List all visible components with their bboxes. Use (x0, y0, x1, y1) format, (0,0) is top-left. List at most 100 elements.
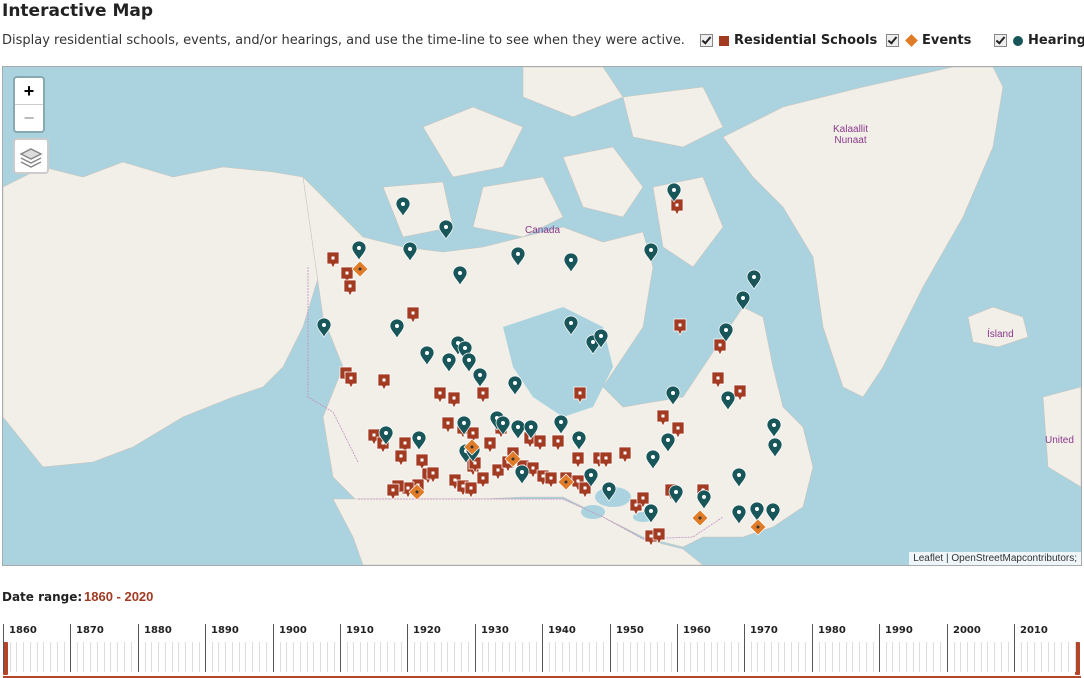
hearing-marker[interactable] (523, 419, 539, 440)
hearing-marker[interactable] (731, 504, 747, 525)
school-marker[interactable] (544, 471, 558, 489)
hearing-marker[interactable] (452, 265, 468, 286)
school-marker[interactable] (711, 371, 725, 389)
timeline-slider[interactable]: 1860 1870 1880 1890 1900 1910 1920 1930 1940 1950… (3, 624, 1081, 678)
school-marker[interactable] (652, 527, 666, 545)
zoom-out-button[interactable]: − (15, 104, 43, 131)
school-marker[interactable] (733, 384, 747, 402)
school-marker[interactable] (433, 386, 447, 404)
hearing-marker[interactable] (563, 252, 579, 273)
hearing-marker[interactable] (645, 449, 661, 470)
zoom-in-button[interactable]: + (23, 81, 35, 101)
legend-events[interactable]: Events (886, 33, 971, 48)
hearing-marker[interactable] (389, 318, 405, 339)
event-marker[interactable] (351, 260, 369, 278)
school-marker[interactable] (394, 449, 408, 467)
hearing-marker[interactable] (746, 269, 762, 290)
event-marker[interactable] (504, 450, 522, 468)
hearing-marker[interactable] (765, 502, 781, 523)
hearing-marker[interactable] (643, 242, 659, 263)
hearing-marker[interactable] (316, 317, 332, 338)
school-marker[interactable] (636, 491, 650, 509)
hearing-marker[interactable] (553, 414, 569, 435)
hearing-marker[interactable] (441, 352, 457, 373)
school-marker[interactable] (415, 453, 429, 471)
school-marker[interactable] (447, 391, 461, 409)
hearing-marker[interactable] (749, 501, 765, 522)
hearing-marker[interactable] (665, 385, 681, 406)
school-marker[interactable] (406, 306, 420, 324)
hearing-marker[interactable] (456, 415, 472, 436)
timeline-tick (427, 642, 429, 672)
event-marker[interactable] (463, 438, 481, 456)
hearing-marker[interactable] (402, 241, 418, 262)
hearing-marker[interactable] (593, 328, 609, 349)
legend-schools[interactable]: Residential Schools (700, 33, 877, 48)
hearing-marker[interactable] (563, 315, 579, 336)
legend-hearings[interactable]: Hearings (994, 33, 1084, 48)
event-marker[interactable] (749, 518, 767, 536)
hearing-marker[interactable] (411, 430, 427, 451)
school-marker[interactable] (571, 451, 585, 469)
timeline-decade-1940: 1940 (542, 624, 576, 672)
event-marker[interactable] (691, 509, 709, 527)
school-marker[interactable] (464, 481, 478, 499)
timeline-end-handle[interactable] (1075, 642, 1080, 675)
hearing-marker[interactable] (720, 390, 736, 411)
hearing-marker[interactable] (495, 415, 511, 436)
school-marker[interactable] (599, 451, 613, 469)
hearings-checkbox[interactable] (994, 34, 1007, 47)
hearing-marker[interactable] (351, 240, 367, 261)
hearing-marker[interactable] (583, 467, 599, 488)
school-marker[interactable] (426, 466, 440, 484)
hearing-marker[interactable] (461, 352, 477, 373)
school-marker[interactable] (476, 386, 490, 404)
school-marker[interactable] (483, 436, 497, 454)
hearing-marker[interactable] (660, 432, 676, 453)
school-marker[interactable] (343, 279, 357, 297)
hearing-marker[interactable] (472, 367, 488, 388)
hearing-marker[interactable] (510, 419, 526, 440)
hearing-marker[interactable] (419, 345, 435, 366)
hearing-marker[interactable] (735, 290, 751, 311)
event-marker[interactable] (557, 473, 575, 491)
hearing-marker[interactable] (514, 464, 530, 485)
hearing-marker[interactable] (378, 425, 394, 446)
interactive-map[interactable]: + − Canada Kalaallit Nunaat Ísland Unite… (2, 66, 1082, 566)
hearing-marker[interactable] (666, 182, 682, 203)
timeline-start-handle[interactable] (3, 642, 8, 675)
schools-checkbox[interactable] (700, 34, 713, 47)
hearing-marker[interactable] (767, 437, 783, 458)
school-marker[interactable] (377, 373, 391, 391)
hearing-marker[interactable] (643, 503, 659, 524)
event-marker[interactable] (408, 483, 426, 501)
hearing-marker[interactable] (395, 196, 411, 217)
hearing-marker[interactable] (718, 322, 734, 343)
school-marker[interactable] (618, 446, 632, 464)
events-checkbox[interactable] (886, 34, 899, 47)
timeline-tick (413, 642, 415, 672)
hearing-marker[interactable] (438, 219, 454, 240)
hearing-marker[interactable] (766, 417, 782, 438)
hearing-marker[interactable] (507, 375, 523, 396)
hearing-marker[interactable] (668, 484, 684, 505)
school-marker[interactable] (656, 409, 670, 427)
school-marker[interactable] (386, 483, 400, 501)
layers-button[interactable] (13, 138, 49, 174)
school-marker[interactable] (533, 434, 547, 452)
hearing-marker[interactable] (571, 430, 587, 451)
school-marker[interactable] (326, 251, 340, 269)
hearing-marker[interactable] (601, 481, 617, 502)
school-marker[interactable] (713, 338, 727, 356)
school-marker[interactable] (476, 471, 490, 489)
school-marker[interactable] (670, 198, 684, 216)
hearing-marker[interactable] (510, 246, 526, 267)
hearing-marker[interactable] (696, 489, 712, 510)
school-marker[interactable] (441, 416, 455, 434)
school-marker[interactable] (671, 421, 685, 439)
hearing-marker[interactable] (731, 467, 747, 488)
school-marker[interactable] (673, 318, 687, 336)
school-marker[interactable] (551, 434, 565, 452)
school-marker[interactable] (344, 371, 358, 389)
school-marker[interactable] (573, 386, 587, 404)
